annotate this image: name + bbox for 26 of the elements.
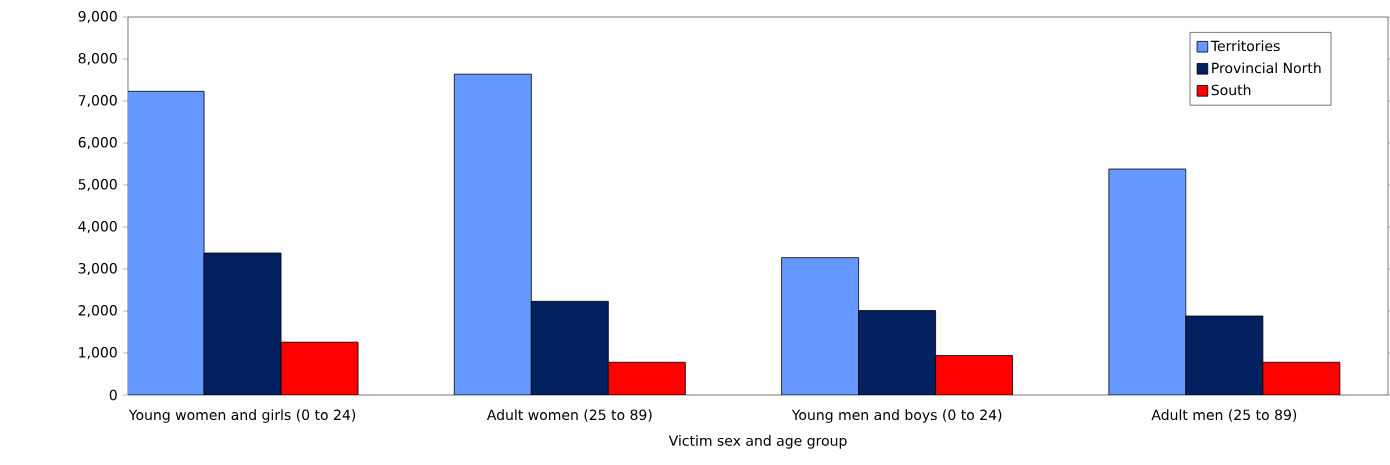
- legend-label: Territories: [1210, 40, 1280, 52]
- y-tick-label: 1,000: [79, 346, 117, 360]
- bar: [1185, 315, 1264, 395]
- bar: [935, 355, 1013, 395]
- bar: [1262, 361, 1341, 395]
- y-tick-label: 7,000: [78, 94, 117, 108]
- legend-label: South: [1211, 84, 1251, 96]
- y-tick-label: 3,000: [78, 262, 117, 276]
- x-axis-title: Victim sex and age group: [668, 435, 847, 449]
- bar: [858, 310, 936, 395]
- y-tick-label: 4,000: [78, 220, 117, 234]
- bar: [280, 341, 359, 395]
- y-tick-label: 9,000: [78, 10, 117, 24]
- x-tick-label: Young women and girls (0 to 24): [128, 409, 356, 423]
- y-tick-label: 2,000: [78, 304, 117, 318]
- x-tick-label: Young men and boys (0 to 24): [791, 409, 1002, 423]
- y-tick-label: 5,000: [78, 178, 117, 192]
- x-tick-label: Adult men (25 to 89): [1151, 409, 1297, 422]
- y-tick-label: 8,000: [78, 52, 117, 66]
- bar: [530, 300, 609, 395]
- y-tick-label: 0: [109, 389, 117, 401]
- bar: [203, 252, 282, 395]
- y-tick-label: 6,000: [78, 136, 117, 150]
- x-tick-label: Adult women (25 to 89): [486, 409, 652, 422]
- legend-label: Provincial North: [1212, 62, 1321, 74]
- bar: [607, 361, 686, 395]
